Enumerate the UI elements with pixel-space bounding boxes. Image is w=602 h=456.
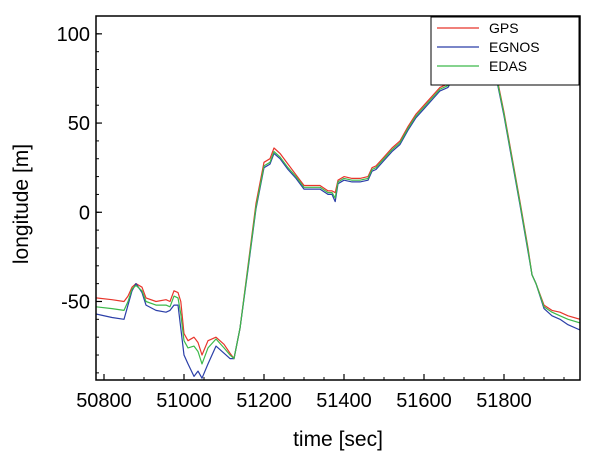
x-axis-ticks: 50800 51000 51200 51400 51600 51800	[76, 374, 565, 412]
x-tick-label: 51800	[476, 390, 532, 412]
legend-entry: GPS	[489, 20, 519, 36]
plot-frame	[95, 15, 581, 381]
y-tick-label: 100	[57, 24, 90, 46]
x-tick-label: 51600	[396, 390, 452, 412]
x-tick-label: 51400	[316, 390, 372, 412]
y-tick-label: 0	[79, 202, 90, 224]
y-tick-label: -50	[61, 291, 90, 313]
y-tick-label: 50	[68, 113, 90, 135]
legend-entry: EGNOS	[489, 39, 540, 55]
x-axis-label: time [sec]	[293, 428, 383, 451]
y-axis-label: longitude [m]	[10, 144, 33, 264]
y-axis-ticks: -50 0 50 100	[57, 15, 102, 374]
x-tick-label: 51200	[236, 390, 292, 412]
legend: GPS EGNOS EDAS	[430, 16, 580, 86]
x-tick-label: 50800	[76, 390, 132, 412]
legend-entry: EDAS	[489, 58, 527, 74]
x-tick-label: 51000	[156, 390, 212, 412]
